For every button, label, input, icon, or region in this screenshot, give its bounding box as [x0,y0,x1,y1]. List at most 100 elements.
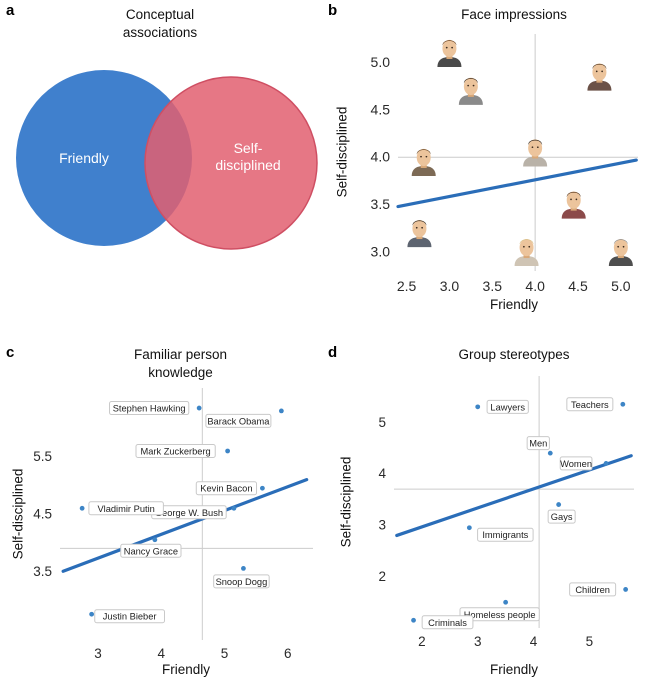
y-tick-label: 5.5 [33,449,52,464]
face-eye [445,46,448,49]
x-tick-label: 3.0 [440,278,460,294]
scatter-plot-face-impressions: 2.5 3.0 3.5 4.0 4.5 5.0 3.0 3.5 4.0 4.5 5.0 [371,34,638,294]
data-point [503,599,509,605]
face-head [613,238,628,257]
x-tick-label: 4 [530,634,538,649]
x-tick-label: 4.0 [525,278,545,294]
y-tick-label: 3 [378,518,386,533]
venn-label-self-disciplined: Self-disciplined [215,140,281,173]
x-tick-label: 3 [94,646,102,661]
panel-letter-a: a [6,2,15,19]
face-marker [608,238,633,267]
face-eye [570,198,572,201]
venn-label-friendly: Friendly [59,150,109,166]
data-point [79,505,85,511]
panel-d: d Group stereotypes Self-disciplined 2 3 4… [322,340,645,685]
y-tick-label: 5 [378,415,386,430]
data-point [89,611,95,617]
data-point [278,408,284,414]
face-eye [472,84,475,87]
panel-letter-d: d [328,344,338,361]
scatter-plot-familiar-person-knowledge: 3 4 5 6 3.5 4.5 5.5 Stephen Hawking Barack Obama… [33,388,313,661]
face-shoulders [407,237,432,248]
point-label-box [120,543,182,558]
point-label: Homeless people [464,610,536,620]
data-point [152,537,158,543]
face-marker [561,191,586,219]
face-marker [437,39,462,67]
face-head [566,191,581,209]
face-eye [528,245,531,248]
data-point [603,461,609,466]
point-label-box [477,527,534,542]
point-label-box [547,509,576,524]
face-marker [458,77,483,105]
face-shoulders [411,165,436,176]
data-point [547,450,553,456]
face-marker [523,139,548,167]
face-head [416,148,431,167]
panel-letter-b: b [328,2,338,19]
point-label-box [135,444,216,458]
data-point [556,502,562,507]
x-tick-label: 5 [586,634,594,649]
face-head [519,238,534,257]
point-label: George W. Bush [155,508,223,518]
face-eye [622,245,625,248]
face-head [412,219,427,238]
data-point [411,617,416,623]
y-tick-label: 4.0 [371,149,391,165]
face-shoulders [437,56,462,67]
point-label: Kevin Bacon [200,484,252,494]
face-eye [425,155,428,158]
point-label: Criminals [428,618,467,628]
panel-d-x-axis-label: Friendly [489,662,538,677]
x-tick-label: 5 [221,646,229,661]
panel-c: c Familiar person knowledge Self-discipl… [0,340,322,685]
face-head [592,63,607,81]
point-label: Lawyers [490,402,525,412]
point-label: Mark Zuckerberg [140,447,210,457]
panel-a: a Conceptual associations Friendly Self-… [0,0,322,340]
y-tick-label: 4 [378,466,386,481]
regression-line [396,158,638,209]
face-marker [407,219,432,248]
x-tick-label: 3.5 [483,278,503,294]
point-label-box [205,413,272,428]
data-point [466,525,472,531]
point-label: Nancy Grace [124,546,178,556]
data-point [623,587,629,592]
scatter-plot-group-stereotypes: 2 3 4 5 2 3 4 5 Lawyers Teachers Men Women Gays Immig… [378,376,634,649]
face-marker [514,238,539,267]
panel-d-title: Group stereotypes [458,347,570,362]
venn-circle-friendly [16,70,192,246]
panel-d-y-axis-label: Self-disciplined [338,456,354,548]
face-shoulders [608,256,633,267]
panel-c-x-axis-label: Friendly [161,662,210,677]
x-tick-label: 5.0 [611,278,631,294]
point-label: Children [575,585,610,595]
face-shoulders [561,208,586,219]
point-label-box [559,456,593,471]
y-tick-label: 5.0 [371,54,391,70]
point-label-box [421,615,474,630]
face-shoulders [587,80,612,91]
x-tick-label: 4 [157,646,165,661]
point-label: Immigrants [482,530,528,540]
point-label-box [569,582,617,597]
panel-b-title: Face impressions [461,7,567,22]
point-label: Teachers [571,400,609,410]
point-label-box [195,481,258,496]
venn-circle-self-disciplined [144,76,318,250]
x-tick-label: 3 [474,634,482,649]
point-label-box [459,607,540,622]
face-shoulders [514,256,539,267]
data-point [620,401,626,407]
face-eye [467,84,470,87]
point-label-box [566,397,614,412]
panel-b-x-axis-label: Friendly [489,297,538,312]
regression-line [395,454,633,538]
point-label: Men [529,439,547,449]
face-eye [523,245,525,248]
